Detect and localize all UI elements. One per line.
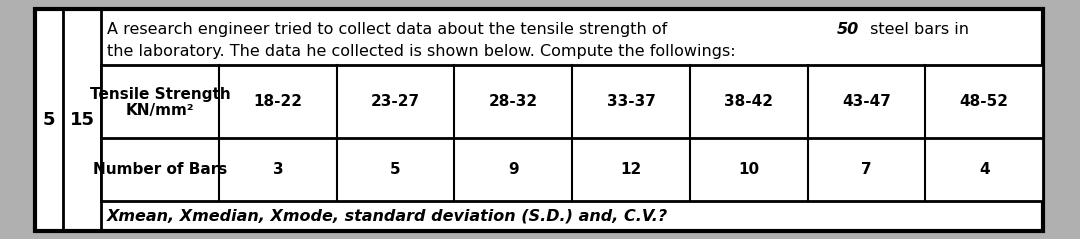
Bar <box>102 65 1043 201</box>
Text: KN/mm²: KN/mm² <box>125 103 194 118</box>
Text: 38-42: 38-42 <box>725 94 773 109</box>
Text: 23-27: 23-27 <box>372 94 420 109</box>
Text: 43-47: 43-47 <box>842 94 891 109</box>
Text: Number of Bars: Number of Bars <box>93 162 227 177</box>
Text: A research engineer tried to collect data about the tensile strength of: A research engineer tried to collect dat… <box>107 22 673 37</box>
Text: 50: 50 <box>837 22 859 37</box>
Text: 5: 5 <box>390 162 401 177</box>
Text: steel bars in: steel bars in <box>865 22 969 37</box>
Text: 33-37: 33-37 <box>607 94 656 109</box>
Text: 4: 4 <box>978 162 989 177</box>
Text: 7: 7 <box>861 162 872 177</box>
Text: Xmean, Xmedian, Xmode, standard deviation (S.D.) and, C.V.?: Xmean, Xmedian, Xmode, standard deviatio… <box>107 208 669 223</box>
Text: 3: 3 <box>272 162 283 177</box>
Text: 28-32: 28-32 <box>489 94 538 109</box>
Text: Tensile Strength: Tensile Strength <box>90 87 230 102</box>
Text: the laboratory. The data he collected is shown below. Compute the followings:: the laboratory. The data he collected is… <box>107 43 735 59</box>
Text: 48-52: 48-52 <box>960 94 1009 109</box>
Text: 9: 9 <box>508 162 518 177</box>
Text: 12: 12 <box>620 162 642 177</box>
Text: 15: 15 <box>69 111 95 129</box>
Text: 10: 10 <box>738 162 759 177</box>
Text: 18-22: 18-22 <box>254 94 302 109</box>
Text: 5: 5 <box>43 111 55 129</box>
